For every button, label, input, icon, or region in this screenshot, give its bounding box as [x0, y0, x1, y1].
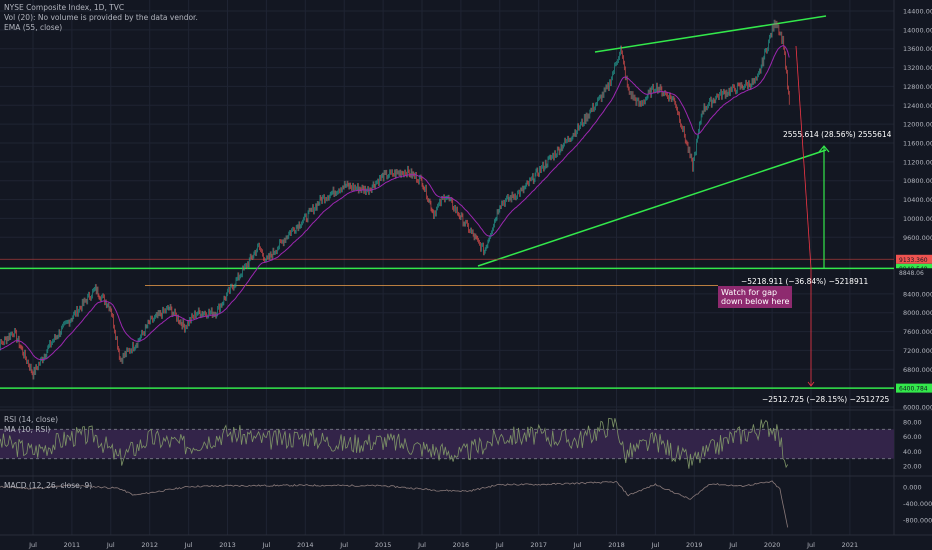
ema-legend[interactable]: EMA (55, close) [4, 23, 63, 32]
price-tick-label: 8400.000 [903, 290, 932, 298]
macd-series [0, 480, 789, 528]
gain-arrowhead [818, 145, 830, 153]
price-tick-label: 10800.000 [903, 177, 932, 185]
price-tick-label: 9600.000 [903, 234, 932, 242]
time-tick-label: 2014 [297, 541, 314, 549]
time-tick-label: 2012 [141, 541, 158, 549]
macd-legend[interactable]: MACD (12, 26, close, 9) [4, 481, 93, 490]
time-tick-label: Jul [650, 541, 659, 549]
gap-warning-note[interactable]: Watch for gap down below here [718, 286, 793, 308]
time-tick-label: 2016 [453, 541, 470, 549]
rsi-tick-label: 80.00 [903, 419, 922, 427]
time-tick-label: 2011 [64, 541, 81, 549]
red-price-tag: 9133.360 [899, 257, 928, 264]
symbol-legend[interactable]: NYSE Composite Index, 1D, TVC [4, 3, 125, 12]
price-tick-label: 7600.000 [903, 328, 932, 336]
macd-tick-label: -800.000 [903, 517, 932, 525]
lower-trendline [477, 149, 827, 267]
drop-arrowhead [807, 381, 815, 387]
small-price-tag-bg [896, 268, 932, 278]
small-price-tag: 8848.06 [899, 270, 924, 277]
gain-measure-label: 2555.614 (28.56%) 2555614 [783, 130, 892, 139]
price-tick-label: 14400.000 [903, 8, 932, 16]
rsi-legend[interactable]: RSI (14, close) [4, 415, 59, 424]
time-tick-label: Jul [728, 541, 737, 549]
time-tick-label: 2021 [842, 541, 859, 549]
rsi-series [0, 417, 789, 469]
drop-measure-label: −5218.911 (−36.84%) −5218911 [741, 277, 868, 286]
red-price-tag-bg [896, 254, 932, 264]
price-tick-label: 13600.000 [903, 45, 932, 53]
time-tick-label: 2015 [375, 541, 392, 549]
price-tick-label: 13200.000 [903, 64, 932, 72]
time-tick-label: 2020 [764, 541, 781, 549]
time-tick-label: Jul [806, 541, 815, 549]
time-tick-label: Jul [28, 541, 37, 549]
time-tick-label: 2013 [219, 541, 236, 549]
volume-legend[interactable]: Vol (20): No volume is provided by the d… [4, 13, 198, 22]
time-tick-label: 2018 [608, 541, 625, 549]
price-tick-label: 12000.000 [903, 121, 932, 129]
bottom-price-tag-bg [896, 383, 932, 393]
price-tick-label: 7200.000 [903, 347, 932, 355]
price-axis[interactable]: 14400.000 14000.000 13600.000 13200.000 1280… [903, 8, 932, 525]
time-axis[interactable]: Jul 2011 Jul 2012 Jul 2013 Jul 2014 Jul 2015 Jul 20… [28, 541, 858, 549]
rsi-tick-label: 60.00 [903, 433, 922, 441]
time-tick-label: Jul [184, 541, 193, 549]
time-tick-label: Jul [495, 541, 504, 549]
price-tick-label: 11200.000 [903, 158, 932, 166]
rsi-line [0, 417, 789, 469]
price-tick-label: 12400.000 [903, 102, 932, 110]
time-tick-label: Jul [417, 541, 426, 549]
price-tick-label: 6000.000 [903, 404, 932, 412]
time-tick-label: 2017 [530, 541, 547, 549]
time-tick-label: Jul [573, 541, 582, 549]
ema-line [0, 45, 790, 360]
bottom-price-tag: 6400.784 [899, 386, 928, 393]
upper-trendline [594, 15, 827, 53]
rsi-tick-label: 40.00 [903, 448, 922, 456]
time-tick-label: Jul [106, 541, 115, 549]
rsi-tick-label: 20.00 [903, 463, 922, 471]
drawing-overlays [0, 15, 894, 389]
macd-tick-label: 0.000 [903, 484, 922, 492]
time-tick-label: Jul [339, 541, 348, 549]
price-tick-label: 14000.000 [903, 26, 932, 34]
drop-measure-label-2: −2512.725 (−28.15%) −2512725 [762, 395, 889, 404]
price-series [0, 19, 790, 380]
time-tick-label: 2019 [686, 541, 703, 549]
macd-line [0, 480, 789, 528]
drop-measure-line [795, 45, 812, 269]
price-tick-label: 11600.000 [903, 140, 932, 148]
time-tick-label: Jul [261, 541, 270, 549]
price-tick-label: 12800.000 [903, 83, 932, 91]
rsi-ma-legend[interactable]: MA (10, RSI) [4, 425, 51, 434]
price-tick-label: 8000.000 [903, 309, 932, 317]
price-tick-label: 10000.000 [903, 215, 932, 223]
macd-tick-label: -400.000 [903, 500, 932, 508]
price-tick-label: 6800.000 [903, 366, 932, 374]
price-tick-label: 10400.000 [903, 196, 932, 204]
